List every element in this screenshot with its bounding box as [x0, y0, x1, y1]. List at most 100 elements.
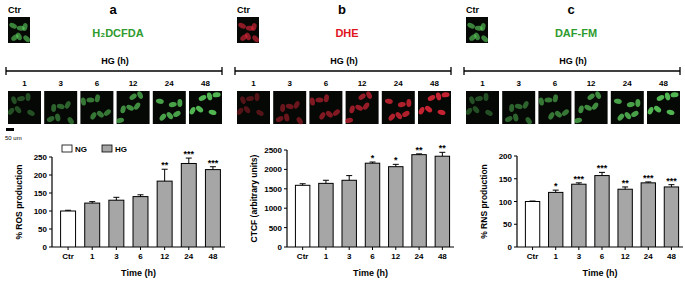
cell — [574, 117, 583, 124]
cell — [332, 108, 341, 117]
cell — [189, 106, 197, 115]
x-tick — [602, 247, 603, 250]
cell — [239, 33, 248, 42]
cell — [504, 115, 513, 123]
panel: CtrcDAF-FMHG (h)136122448***************… — [464, 2, 683, 278]
cell — [237, 22, 246, 30]
x-tick — [92, 247, 93, 250]
bar — [342, 180, 356, 247]
error-bar — [210, 167, 216, 170]
cell — [397, 101, 406, 107]
x-tick-label: Ctr — [297, 252, 309, 261]
x-tick — [419, 247, 420, 250]
y-tick-label: 150 — [34, 189, 48, 198]
bracket — [450, 67, 451, 75]
bracket — [235, 70, 451, 71]
cell — [323, 94, 329, 103]
error-cap — [668, 184, 674, 185]
legend-label: HG — [115, 145, 127, 154]
x-tick — [625, 247, 626, 250]
x-tick — [302, 247, 303, 250]
cell — [120, 105, 127, 114]
image-label: 48 — [430, 79, 439, 88]
x-tick-label: 3 — [577, 252, 582, 261]
error-bar — [89, 202, 95, 203]
micrograph — [346, 91, 379, 124]
y-tick-label: 0 — [278, 243, 283, 252]
cell — [325, 110, 334, 119]
error-line — [349, 176, 350, 181]
cell — [664, 92, 671, 101]
bar — [618, 189, 632, 247]
cell — [116, 117, 125, 124]
cell — [125, 104, 134, 112]
error-cap — [530, 201, 536, 202]
bar — [61, 211, 76, 247]
error-bar — [530, 201, 536, 202]
cell — [64, 100, 72, 109]
image-label: 3 — [516, 79, 521, 88]
y-tick — [514, 178, 517, 179]
y-tick-label: 0 — [43, 243, 48, 252]
cell — [133, 101, 142, 110]
error-bar — [416, 153, 422, 155]
y-tick-label: 50 — [503, 220, 512, 229]
y-tick-label: 100 — [499, 198, 513, 207]
cell — [524, 116, 533, 125]
cell — [198, 94, 207, 102]
control-label: Ctr — [237, 5, 250, 15]
x-tick-label: 24 — [644, 252, 653, 261]
error-bar — [346, 176, 352, 181]
error-bar — [186, 158, 192, 163]
cell — [293, 100, 301, 109]
y-label: CTCF (arbitrary units) — [249, 154, 259, 242]
error-cap — [210, 166, 216, 167]
error-bar — [138, 195, 144, 197]
error-bar — [370, 162, 376, 163]
bracket — [679, 67, 680, 75]
y-axis — [286, 150, 287, 247]
scale-bar — [6, 128, 14, 131]
image-label: 12 — [358, 79, 367, 88]
cell — [165, 111, 174, 120]
x-tick — [349, 247, 350, 250]
cell — [80, 97, 86, 106]
significance: *** — [208, 158, 219, 168]
cell — [56, 103, 65, 110]
micrograph — [647, 91, 680, 124]
error-bar — [323, 180, 329, 183]
cell — [309, 97, 315, 106]
y-tick — [514, 201, 517, 202]
legend-label: NG — [75, 145, 87, 154]
error-bar — [113, 197, 119, 200]
cell — [236, 107, 245, 116]
x-tick — [212, 247, 213, 250]
bars — [525, 172, 678, 247]
error-cap — [89, 201, 95, 202]
cell — [435, 92, 442, 101]
cell — [10, 96, 17, 105]
x-tick — [442, 247, 443, 250]
error-cap — [300, 183, 306, 184]
cell — [480, 34, 489, 43]
cell — [484, 109, 493, 117]
y-tick — [514, 156, 517, 157]
bracket — [6, 70, 222, 71]
micrograph — [189, 91, 222, 124]
cell — [583, 104, 592, 112]
significance: *** — [184, 149, 195, 159]
x-tick-label: 1 — [324, 252, 329, 261]
cell — [591, 101, 600, 110]
error-cap — [323, 180, 329, 181]
bar — [595, 176, 609, 247]
cell — [54, 113, 61, 122]
error-cap — [622, 186, 628, 187]
panel-label: b — [338, 2, 346, 17]
significance: ** — [161, 160, 169, 170]
x-tick — [671, 247, 672, 250]
bar — [412, 155, 426, 247]
bar — [295, 185, 309, 247]
x-tick-label: 6 — [370, 252, 375, 261]
x-tick-label: Ctr — [62, 252, 74, 261]
x-tick — [325, 247, 326, 250]
